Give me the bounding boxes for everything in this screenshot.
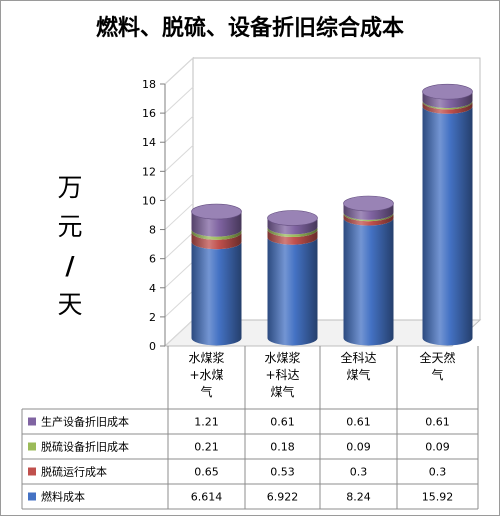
bar-segment <box>191 241 242 346</box>
y-tick-label: 0 <box>149 340 156 353</box>
legend-label: 脱硫设备折旧成本 <box>41 440 129 454</box>
table-cell-value: 0.18 <box>270 441 295 454</box>
category-label: 煤气 <box>346 367 370 382</box>
category-label: 全天然 <box>419 350 455 365</box>
y-tick-diagonal <box>164 319 194 347</box>
bar-segment <box>343 213 394 226</box>
chart-title: 燃料、脱硫、设备折旧综合成本 <box>95 16 404 41</box>
bar-segment <box>343 212 394 222</box>
bar-top-cap <box>422 83 473 100</box>
y-axis-label-char: 万 <box>57 173 83 202</box>
bar-segment <box>422 106 473 346</box>
category-label: 水煤浆 <box>188 350 224 365</box>
y-tick-diagonal <box>164 232 194 260</box>
y-axis-label-char: 天 <box>57 290 83 319</box>
legend-label: 生产设备折旧成本 <box>41 415 129 429</box>
bar-segment <box>422 101 473 114</box>
table-cell-value: 0.21 <box>194 441 219 454</box>
bar-segment <box>267 237 318 346</box>
y-tick-diagonal <box>164 261 194 289</box>
table-cell-value: 0.09 <box>425 441 450 454</box>
side-wall <box>164 56 194 348</box>
category-label: 气 <box>200 384 212 399</box>
y-axis-label-char: / <box>65 251 75 280</box>
y-tick-label: 14 <box>142 136 156 149</box>
y-tick-diagonal <box>164 115 194 143</box>
legend-label: 燃料成本 <box>41 490 85 504</box>
y-tick-diagonal <box>164 203 194 230</box>
table-cell-value: 0.53 <box>270 466 295 479</box>
table-cell-value: 0.61 <box>346 416 371 429</box>
legend-key <box>28 467 36 476</box>
y-axis-label: 万 元 / 天 <box>52 168 88 324</box>
category-label: 全科达 <box>340 350 376 365</box>
y-tick-label: 4 <box>149 282 156 295</box>
table-cell-value: 6.922 <box>267 491 299 504</box>
bar-top-cap <box>343 195 394 212</box>
bar-segment <box>343 203 394 220</box>
bar-segment <box>267 229 318 245</box>
table-cell-value: 0.61 <box>425 416 450 429</box>
table-cell-value: 0.3 <box>350 466 368 479</box>
y-tick-diagonal <box>164 57 194 85</box>
y-tick-label: 2 <box>149 311 156 324</box>
table-cell-value: 6.614 <box>191 491 223 504</box>
y-tick-label: 10 <box>142 194 156 207</box>
table-cell-value: 15.92 <box>422 491 454 504</box>
category-label: +水煤 <box>189 368 223 382</box>
legend-label: 脱硫运行成本 <box>41 465 107 479</box>
bar-top-cap <box>191 203 242 220</box>
y-tick-diagonal <box>164 144 194 172</box>
y-tick-label: 16 <box>142 107 156 120</box>
y-tick-diagonal <box>164 174 194 201</box>
bar-segment <box>422 100 473 110</box>
table-cell-value: 0.61 <box>270 416 295 429</box>
category-label: 气 <box>431 367 443 382</box>
table-cell-value: 8.24 <box>346 491 371 504</box>
table-cell-value: 0.3 <box>429 466 447 479</box>
y-tick-label: 6 <box>149 253 156 266</box>
y-tick-label: 12 <box>142 165 156 178</box>
table-cell-value: 0.09 <box>346 441 371 454</box>
category-label: 水煤浆 <box>264 350 300 365</box>
y-tick-diagonal <box>164 86 194 114</box>
bar-segment <box>267 226 318 238</box>
y-tick-label: 8 <box>149 224 156 237</box>
table-cell-value: 0.65 <box>194 466 219 479</box>
legend-key <box>28 492 36 501</box>
legend-key <box>28 417 36 426</box>
category-label: +科达 <box>265 368 299 382</box>
legend-key <box>28 442 36 451</box>
bar-segment <box>191 232 242 250</box>
bar-top-cap <box>267 210 318 226</box>
bar-segment <box>191 211 242 237</box>
bar-segment <box>422 91 473 109</box>
bar-segment <box>343 218 394 346</box>
y-tick-diagonal <box>164 290 194 318</box>
bar-segment <box>191 229 242 240</box>
y-tick-label: 18 <box>142 78 156 91</box>
y-axis-label-char: 元 <box>57 212 83 241</box>
category-label: 煤气 <box>270 384 294 399</box>
table-cell-value: 1.21 <box>194 416 219 429</box>
bar-segment <box>267 218 318 235</box>
